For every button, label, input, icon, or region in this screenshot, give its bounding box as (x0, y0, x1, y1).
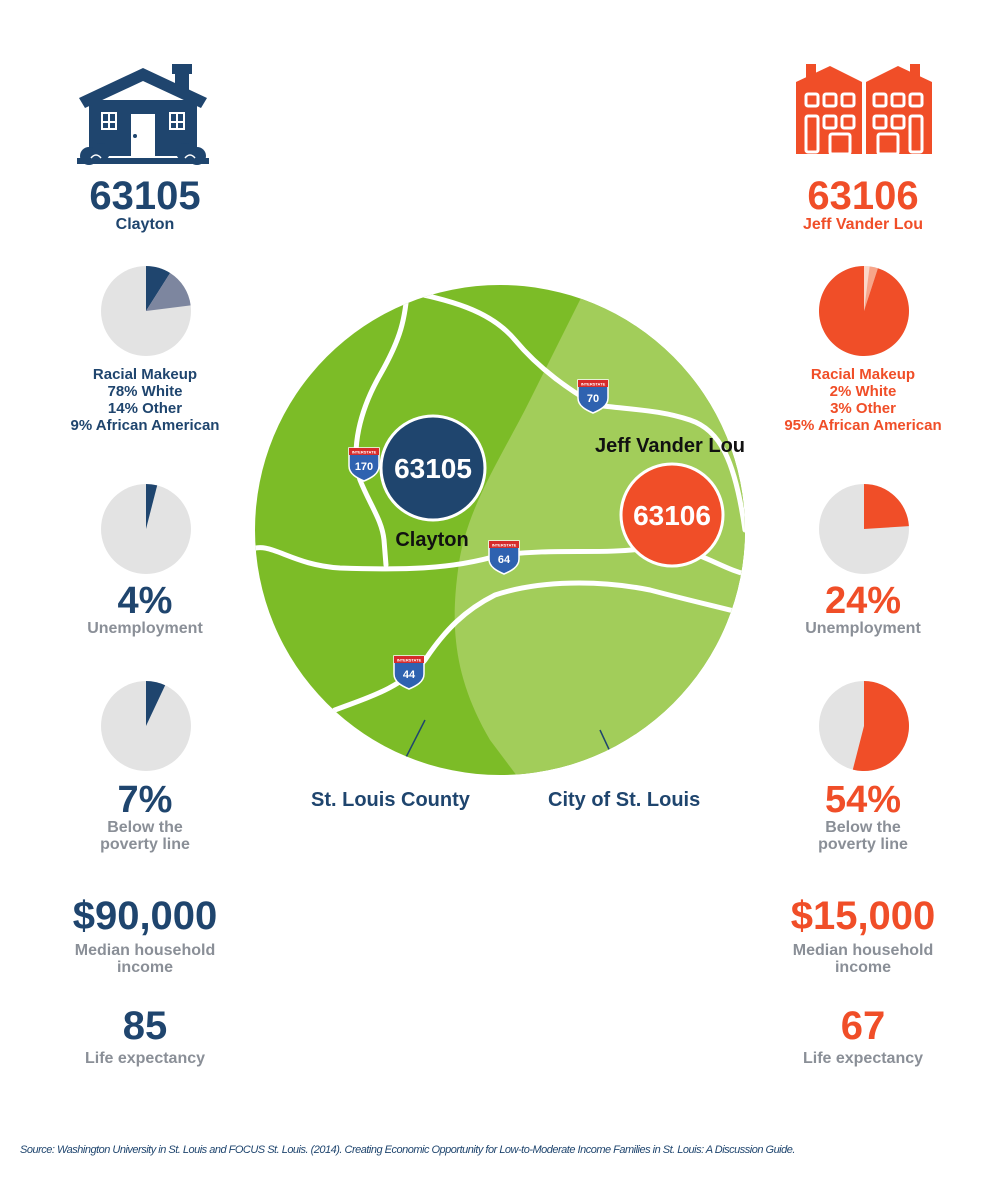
highway-shield-70: INTERSTATE 70 (577, 379, 609, 414)
right-race-line-1: 2% White (829, 383, 897, 400)
left-unemployment-pie (100, 483, 192, 575)
left-poverty-label-2: poverty line (100, 836, 190, 853)
left-race-text: Racial Makeup 78% White 14% Other 9% Afr… (15, 366, 275, 434)
right-life-block: 67 Life expectancy (733, 1006, 993, 1067)
highway-shield-44: INTERSTATE 44 (393, 655, 425, 690)
right-race-pie (818, 265, 910, 357)
highway-shield-170: INTERSTATE 170 (348, 447, 380, 482)
right-income-block: $15,000 Median household income (733, 896, 993, 976)
right-unemployment-value: 24% (824, 580, 902, 622)
right-unemployment-block: 24% Unemployment (733, 582, 993, 637)
right-zip-name: Jeff Vander Lou (802, 216, 924, 233)
svg-text:44: 44 (403, 669, 416, 681)
left-race-pie-slice-other (146, 273, 191, 311)
apartment-building-icon (796, 64, 932, 156)
right-zip-block: 63106 Jeff Vander Lou (733, 176, 993, 234)
left-race-pie-slice-african-american (146, 266, 171, 311)
right-poverty-value: 54% (824, 779, 902, 821)
left-zip-name: Clayton (115, 216, 175, 233)
left-race-title: Racial Makeup (92, 366, 198, 383)
map-label-st-louis-county: St. Louis County (311, 789, 470, 811)
svg-text:63105: 63105 (394, 453, 472, 484)
right-life-label: Life expectancy (802, 1050, 924, 1067)
svg-text:INTERSTATE: INTERSTATE (352, 450, 377, 455)
left-poverty-block: 7% Below the poverty line (15, 781, 275, 853)
left-poverty-pie (100, 680, 192, 772)
right-poverty-label-2: poverty line (818, 836, 908, 853)
right-race-text: Racial Makeup 2% White 3% Other 95% Afri… (733, 366, 993, 434)
source-citation: Source: Washington University in St. Lou… (20, 1144, 795, 1156)
left-unemployment-block: 4% Unemployment (15, 582, 275, 637)
city-area (454, 285, 745, 775)
left-life-value: 85 (122, 1004, 168, 1048)
right-race-pie-slice-other (864, 266, 878, 311)
right-income-value: $15,000 (790, 894, 936, 938)
svg-text:INTERSTATE: INTERSTATE (581, 382, 606, 387)
left-income-value: $90,000 (72, 894, 218, 938)
left-zip-block: 63105 Clayton (15, 176, 275, 234)
left-income-block: $90,000 Median household income (15, 896, 275, 976)
right-income-label-2: income (834, 959, 891, 976)
left-unemployment-value: 4% (117, 580, 173, 622)
right-unemployment-pie-slice-value (864, 484, 909, 529)
map-label-clayton: Clayton (395, 529, 468, 551)
left-income-label-1: Median household (74, 942, 216, 959)
left-poverty-label-1: Below the (107, 819, 183, 836)
svg-text:170: 170 (355, 461, 373, 473)
left-race-pie (100, 265, 192, 357)
svg-text:INTERSTATE: INTERSTATE (492, 543, 517, 548)
right-race-pie-slice-white (864, 266, 870, 311)
left-poverty-pie-svg (101, 681, 191, 771)
left-unemployment-pie-slice-value (146, 484, 158, 529)
highway-shield-64: INTERSTATE 64 (488, 540, 520, 575)
right-race-line-3: 95% African American (784, 417, 942, 434)
map: INTERSTATE 170 INTERSTATE 70 INTERSTATE … (255, 285, 745, 775)
svg-text:64: 64 (498, 554, 511, 566)
right-unemployment-pie-svg (819, 484, 909, 574)
right-zip-code: 63106 (807, 174, 919, 218)
left-race-line-2: 14% Other (107, 400, 183, 417)
left-life-label: Life expectancy (84, 1050, 206, 1067)
left-income-label-2: income (116, 959, 173, 976)
left-race-line-1: 78% White (107, 383, 183, 400)
marker-63106: 63106 (619, 462, 725, 568)
right-poverty-pie-svg (819, 681, 909, 771)
house-icon (77, 64, 209, 165)
right-race-line-2: 3% Other (830, 400, 896, 417)
marker-63105: 63105 (379, 414, 487, 522)
right-race-pie-slice-african-american (819, 266, 909, 356)
right-poverty-label-1: Below the (825, 819, 901, 836)
map-label-jeff-vander-lou: Jeff Vander Lou (595, 435, 745, 457)
left-unemployment-pie-svg (101, 484, 191, 574)
left-poverty-value: 7% (117, 779, 173, 821)
svg-text:INTERSTATE: INTERSTATE (397, 658, 422, 663)
road-170 (353, 285, 411, 568)
right-income-label-1: Median household (792, 942, 934, 959)
right-poverty-block: 54% Below the poverty line (733, 781, 993, 853)
map-label-city-of-st-louis: City of St. Louis (548, 789, 701, 811)
road-county-edge (255, 707, 338, 775)
svg-text:70: 70 (587, 393, 599, 405)
right-unemployment-label: Unemployment (805, 620, 921, 637)
right-life-value: 67 (840, 1004, 886, 1048)
right-race-pie-svg (819, 266, 909, 356)
right-race-title: Racial Makeup (810, 366, 916, 383)
left-race-line-3: 9% African American (70, 417, 220, 434)
left-zip-code: 63105 (89, 174, 201, 218)
right-poverty-pie (818, 680, 910, 772)
right-poverty-pie-slice-value (852, 681, 909, 771)
left-race-pie-svg (101, 266, 191, 356)
left-life-block: 85 Life expectancy (15, 1006, 275, 1067)
left-unemployment-label: Unemployment (87, 620, 203, 637)
svg-text:63106: 63106 (633, 500, 711, 531)
right-unemployment-pie (818, 483, 910, 575)
left-poverty-pie-slice-value (146, 681, 166, 726)
